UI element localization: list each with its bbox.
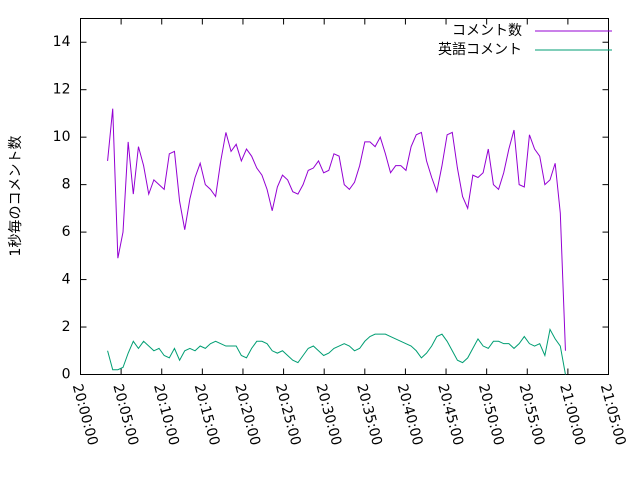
- y-tick-label: 14: [53, 34, 71, 50]
- y-tick-label: 12: [53, 82, 71, 98]
- y-tick-label: 0: [62, 367, 71, 383]
- x-tick-label: 21:05:00: [597, 382, 629, 447]
- x-tick-label: 20:55:00: [516, 382, 548, 447]
- y-tick-label: 6: [62, 224, 71, 240]
- legend-label: 英語コメント: [438, 41, 522, 58]
- x-tick-label: 20:30:00: [312, 382, 344, 447]
- plot-frame: [80, 18, 609, 375]
- legend-label: コメント数: [452, 23, 522, 39]
- y-axis-label: 1秒毎のコメント数: [8, 136, 24, 257]
- x-tick-label: 20:25:00: [272, 382, 304, 447]
- series-line: [107, 108, 566, 351]
- y-tick-label: 2: [62, 319, 71, 335]
- x-tick-label: 20:15:00: [191, 382, 223, 447]
- y-tick-label: 10: [53, 129, 71, 145]
- x-tick-label: 20:05:00: [109, 382, 141, 447]
- y-tick-label: 4: [62, 272, 71, 288]
- x-tick-label: 20:00:00: [69, 382, 101, 447]
- x-tick-label: 20:10:00: [150, 382, 182, 447]
- x-tick-label: 20:20:00: [231, 382, 263, 447]
- x-tick-label: 21:00:00: [556, 382, 588, 447]
- x-tick-label: 20:40:00: [394, 382, 426, 447]
- x-tick-label: 20:50:00: [475, 382, 507, 447]
- x-tick-label: 20:45:00: [434, 382, 466, 447]
- series-line: [107, 327, 566, 375]
- x-tick-label: 20:35:00: [353, 382, 385, 447]
- y-tick-label: 8: [62, 177, 71, 193]
